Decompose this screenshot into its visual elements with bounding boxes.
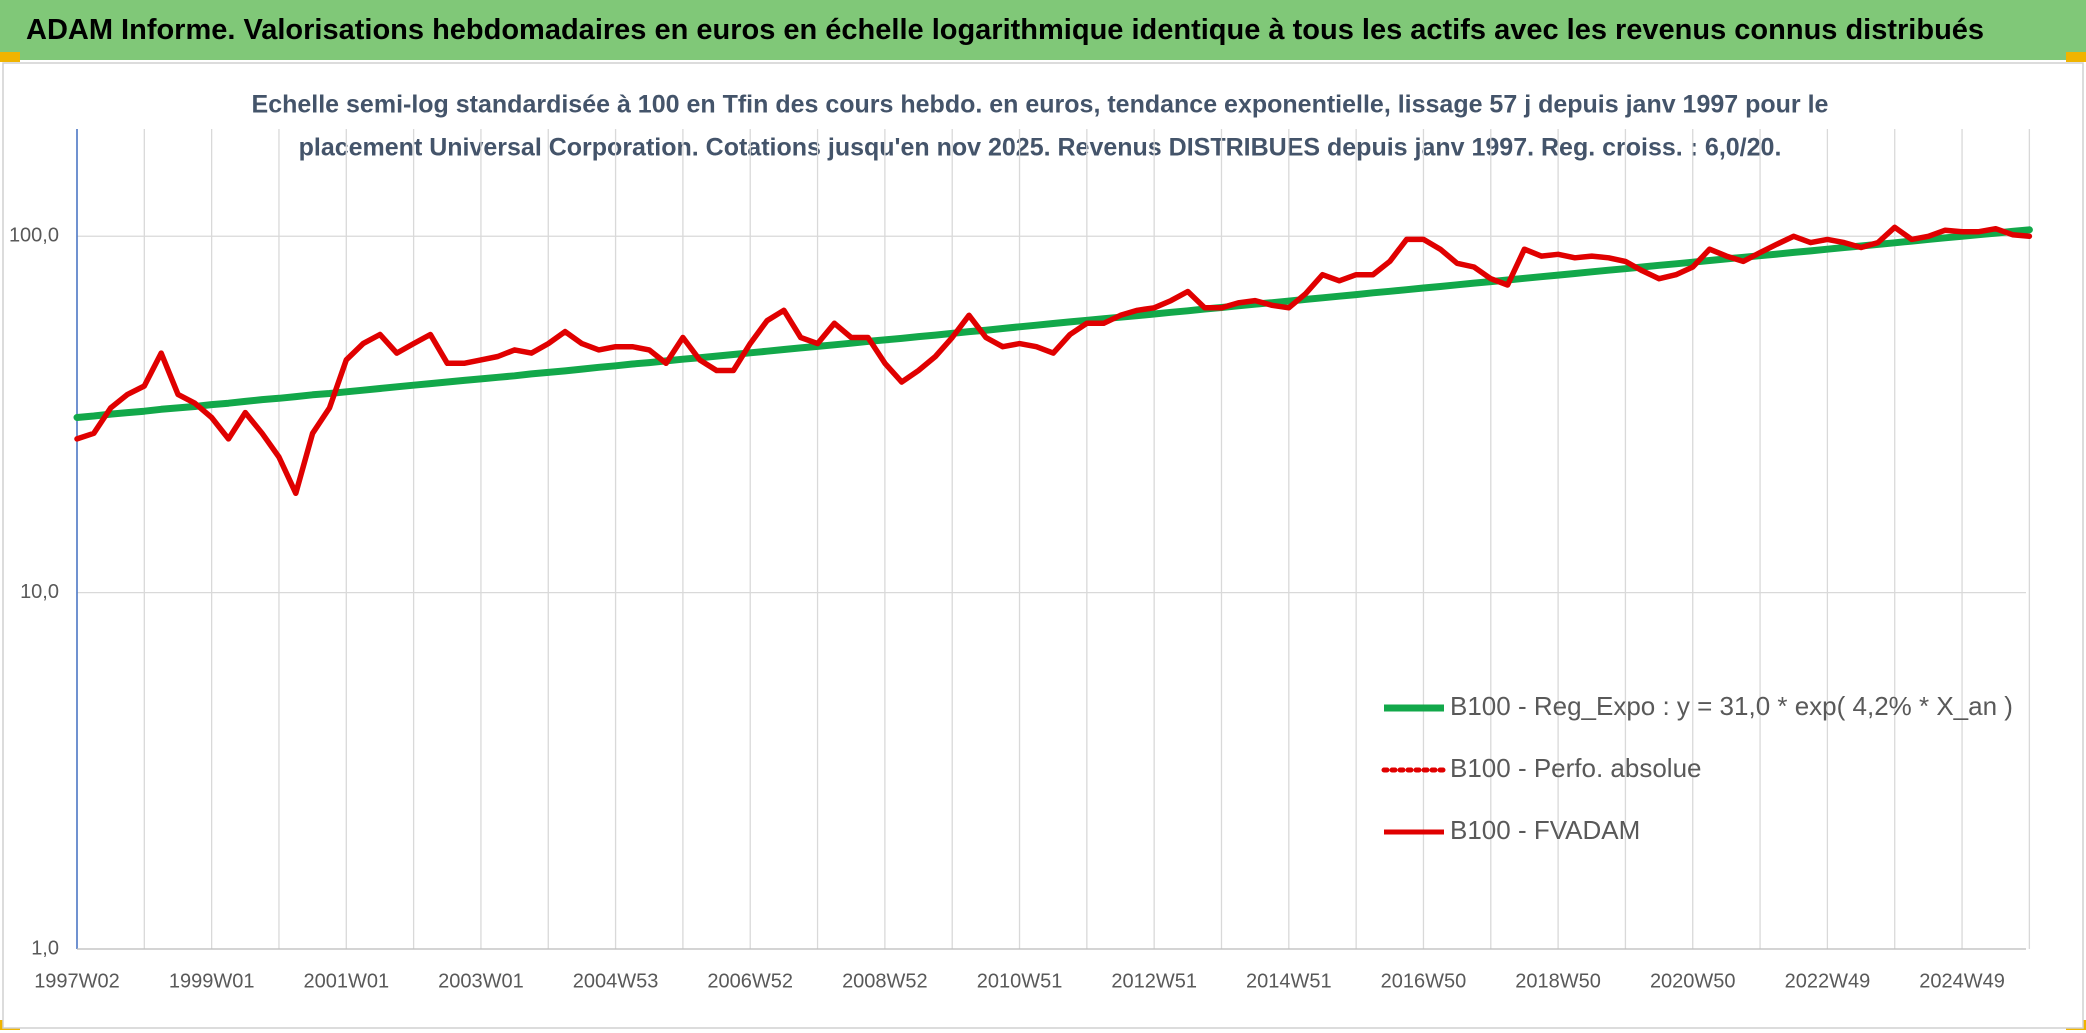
subtitle: Echelle semi-log standardisée à 100 en T… [252, 91, 1829, 119]
title: ADAM Informe. Valorisations hebdomadaire… [26, 14, 1985, 46]
x-tick-label: 2024W49 [1919, 970, 2005, 992]
chart: Echelle semi-log standardisée à 100 en T… [2, 62, 2084, 1029]
legend-label: B100 - Reg_Expo : y = 31,0 * exp( 4,2% *… [1450, 691, 2013, 721]
y-tick-label: 1,0 [31, 937, 59, 959]
x-tick-label: 2006W52 [707, 970, 793, 992]
x-tick-label: 2016W50 [1381, 970, 1467, 992]
chart-frame [2, 62, 2084, 1029]
y-tick-label: 100,0 [9, 225, 59, 247]
x-tick-label: 2010W51 [977, 970, 1063, 992]
x-tick-label: 2022W49 [1785, 970, 1871, 992]
x-tick-label: 2018W50 [1515, 970, 1601, 992]
x-tick-label: 1999W01 [169, 970, 255, 992]
legend-label: B100 - FVADAM [1450, 815, 1640, 845]
x-tick-label: 2004W53 [573, 970, 659, 992]
corner-mark [2066, 52, 2086, 62]
x-tick-label: 1997W02 [34, 970, 120, 992]
legend-label: B100 - Perfo. absolue [1450, 753, 1702, 783]
x-tick-label: 2001W01 [303, 970, 389, 992]
x-tick-label: 2008W52 [842, 970, 928, 992]
corner-mark [0, 52, 20, 62]
x-tick-label: 2020W50 [1650, 970, 1736, 992]
series-line [73, 226, 2033, 421]
subtitle: placement Universal Corporation. Cotatio… [299, 134, 1782, 162]
y-tick-label: 10,0 [20, 581, 59, 603]
title-bar [0, 0, 2086, 60]
x-tick-label: 2003W01 [438, 970, 524, 992]
x-tick-label: 2012W51 [1111, 970, 1197, 992]
x-tick-label: 2014W51 [1246, 970, 1332, 992]
series-line [74, 224, 2033, 497]
